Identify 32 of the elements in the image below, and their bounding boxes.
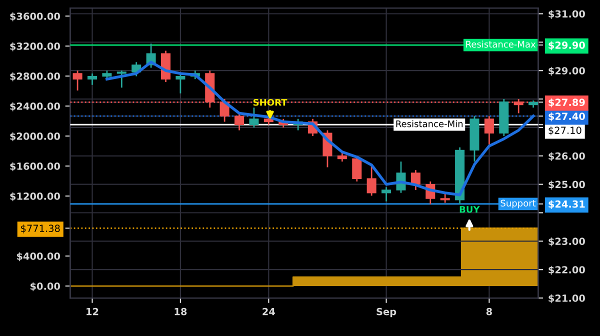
y2-tick-label: $31.00 xyxy=(548,10,585,19)
y2-tick-label: $23.00 xyxy=(548,237,585,246)
ref-line-label: Resistance-Max xyxy=(466,40,536,48)
y2-tick-label: $29.90 xyxy=(548,41,585,50)
y2-tick-label: $21.00 xyxy=(548,294,585,304)
annotation: BUY xyxy=(460,206,480,213)
y-tick-label: $1200.00 xyxy=(10,192,60,202)
x-tick-label: 24 xyxy=(262,308,275,316)
y-tick-label: $3200.00 xyxy=(10,42,60,52)
y2-tick-label: $24.31 xyxy=(548,200,585,210)
y2-tick-label: $27.89 xyxy=(548,98,585,108)
y2-tick-label: $25.00 xyxy=(548,180,585,190)
y-tick-label: $2000.00 xyxy=(10,132,60,142)
y-tick-label: $400.00 xyxy=(16,252,60,262)
x-tick-label: 18 xyxy=(174,308,187,316)
ref-line-label: Resistance-Min xyxy=(396,120,463,128)
y2-tick-label: $29.00 xyxy=(548,66,585,76)
y-tick-label: $0.00 xyxy=(30,282,60,292)
y2-tick-label: $27.10 xyxy=(548,126,582,136)
y-tick-label: $1600.00 xyxy=(10,162,60,172)
x-tick-label: 12 xyxy=(86,308,98,316)
ref-line-label: Support xyxy=(500,200,536,208)
y2-tick-label: $22.00 xyxy=(548,266,585,275)
y-tick-label: $771.38 xyxy=(21,224,60,234)
y-tick-label: $2800.00 xyxy=(10,72,60,82)
annotation: SHORT xyxy=(253,98,288,106)
y-tick-label: $3600.00 xyxy=(10,12,60,22)
y2-tick-label: $26.00 xyxy=(548,152,585,162)
y2-tick-label: $27.40 xyxy=(548,112,585,122)
x-tick-label: 8 xyxy=(486,308,492,316)
y-tick-label: $2400.00 xyxy=(10,102,60,112)
x-tick-label: Sep xyxy=(376,308,396,318)
